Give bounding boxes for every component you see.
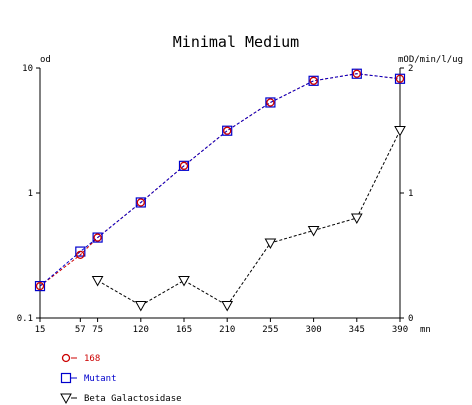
data-point-168	[35, 281, 45, 291]
x-tick-label: 57	[75, 325, 86, 335]
data-point-168	[395, 74, 405, 83]
data-point-mutant	[394, 73, 406, 84]
left-tick-label: 0.1	[17, 314, 33, 324]
data-point-mutant	[222, 125, 233, 136]
data-point-168	[266, 98, 275, 107]
chart-title: Minimal Medium	[173, 33, 299, 51]
legend-label: Mutant	[84, 374, 117, 384]
left-tick-label: 10	[22, 64, 33, 74]
x-tick-label: 255	[262, 325, 278, 335]
series-line-beta-galactosidase	[97, 130, 401, 307]
x-tick-label: 75	[92, 325, 103, 335]
legend-item-mutant: Mutant	[60, 372, 117, 384]
data-point-mutant	[34, 280, 46, 292]
x-tick-label: 390	[392, 325, 408, 335]
data-point-mutant	[92, 232, 103, 243]
data-point-beta-galactosidase	[178, 276, 190, 287]
right-tick-label: 1	[408, 189, 413, 199]
right-tick-label: 0	[408, 314, 413, 324]
data-point-168	[309, 76, 318, 85]
right-axis-label: mOD/min/l/ug	[398, 55, 463, 65]
series-line-mutant	[39, 73, 401, 287]
left-axis-label: od	[40, 55, 51, 65]
data-point-mutant	[75, 246, 86, 257]
x-tick-label: 345	[349, 325, 365, 335]
x-tick-label: 165	[176, 325, 192, 335]
x-tick-label: 210	[219, 325, 235, 335]
data-point-168	[352, 69, 361, 78]
legend-item-168: 168	[61, 353, 100, 364]
legend-item-beta-galactosidase: Beta Galactosidase	[60, 393, 182, 405]
data-point-beta-galactosidase	[134, 301, 147, 312]
data-point-168	[179, 161, 189, 170]
data-point-mutant	[351, 68, 362, 79]
data-point-mutant	[60, 372, 72, 384]
data-point-beta-galactosidase	[264, 238, 277, 250]
data-point-168	[136, 198, 145, 207]
data-point-beta-galactosidase	[60, 393, 72, 405]
data-point-mutant	[178, 160, 190, 171]
data-point-beta-galactosidase	[350, 213, 363, 225]
data-point-168	[223, 126, 232, 135]
data-point-beta-galactosidase	[394, 126, 406, 137]
legend-label: Beta Galactosidase	[84, 394, 182, 404]
data-point-beta-galactosidase	[307, 226, 320, 237]
legend: 168 Mutant Beta Galactosidase	[60, 353, 182, 405]
data-point-mutant	[135, 197, 146, 208]
data-point-168	[93, 233, 102, 242]
legend-label: 168	[84, 354, 100, 364]
x-tick-label: 300	[305, 325, 321, 335]
x-tick-label: 120	[133, 325, 149, 335]
x-axis-unit: mn	[420, 325, 431, 335]
left-tick-label: 1	[28, 189, 33, 199]
series-line-168	[39, 73, 401, 287]
data-point-mutant	[265, 97, 276, 108]
data-point-168	[61, 353, 71, 363]
right-tick-label: 2	[408, 64, 413, 74]
data-point-mutant	[308, 75, 319, 86]
x-tick-label: 15	[35, 325, 46, 335]
data-point-beta-galactosidase	[221, 301, 234, 312]
data-point-168	[76, 250, 85, 260]
data-point-beta-galactosidase	[91, 276, 104, 287]
